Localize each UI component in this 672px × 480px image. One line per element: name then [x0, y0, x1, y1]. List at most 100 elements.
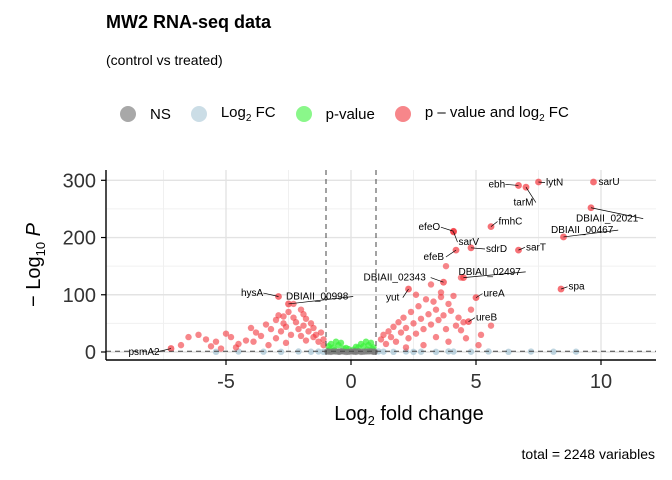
point-fc-p	[382, 340, 390, 348]
point-fc-p	[312, 331, 320, 339]
point-fc-p	[437, 289, 445, 296]
point-fc-p	[207, 343, 215, 350]
legend-marker	[394, 106, 411, 122]
point-ns	[336, 348, 343, 355]
point-fc-p	[202, 336, 210, 343]
point-fc-p	[242, 337, 250, 344]
point-fc	[277, 348, 285, 356]
point-fc-p	[410, 320, 417, 327]
point-fc-p	[427, 281, 435, 288]
y-tick-label: 100	[63, 285, 96, 307]
x-tick-label: 5	[470, 371, 481, 393]
gene-label-dbiaii_00998: DBIAII_00998	[286, 291, 349, 302]
x-tick-label: -5	[217, 371, 235, 393]
point-fc-p	[437, 293, 445, 301]
point-fc-p	[300, 322, 307, 329]
point-fc	[432, 348, 440, 356]
label-connector	[463, 271, 526, 278]
gene-label-sdrd: sdrD	[486, 244, 507, 255]
legend-label: NS	[150, 105, 171, 123]
legend-marker	[190, 106, 207, 122]
point-fc-p	[295, 325, 302, 333]
legend-item-ns: NS	[120, 106, 171, 123]
point-fc	[212, 348, 220, 356]
point-fc-p	[445, 300, 452, 308]
x-axis-title: Log2 fold change	[334, 403, 484, 428]
point-fc-p	[390, 323, 397, 331]
point-fc-p	[420, 325, 427, 333]
legend-item-fc_p: p – value and log2 FC	[394, 104, 569, 124]
point-fc-p	[305, 328, 312, 335]
point-fc-p	[300, 311, 307, 318]
label-connector	[475, 293, 483, 298]
label-connector	[430, 277, 444, 283]
point-fc-p	[282, 339, 290, 347]
point-fc	[307, 348, 315, 355]
point-ns	[362, 348, 370, 355]
gene-label-psma2: psmA2	[129, 347, 161, 358]
point-fc-p	[262, 321, 270, 328]
y-tick-label: 300	[63, 170, 96, 192]
point-fc-p	[232, 344, 240, 351]
point-fc-p	[310, 324, 317, 332]
legend-label: p – value and log2 FC	[424, 104, 569, 124]
point-fc	[450, 348, 457, 355]
gene-label-spa: spa	[569, 282, 586, 293]
point-fc-p	[442, 262, 450, 270]
label-connector	[505, 183, 519, 186]
point-fmhc	[487, 223, 495, 231]
gene-label-efeb: efeB	[424, 252, 445, 263]
point-fc-p	[432, 333, 440, 341]
label-connector	[563, 229, 619, 238]
point-fc-p	[450, 292, 457, 300]
point-fc-p	[250, 338, 257, 345]
legend-item-fc: Log2 FC	[190, 104, 276, 124]
label-connector	[518, 246, 526, 251]
point-fc-p	[195, 331, 202, 339]
point-fc-p	[222, 330, 230, 337]
label-connector	[468, 317, 476, 322]
point-fc-p	[392, 338, 400, 345]
label-connector	[470, 247, 486, 250]
point-fc-p	[402, 344, 410, 351]
point-fc-p	[487, 322, 495, 329]
legend-marker	[120, 106, 136, 122]
point-fc-p	[462, 335, 470, 342]
point-fc-p	[427, 321, 435, 328]
point-fc-p	[397, 329, 405, 336]
point-fc-p	[257, 332, 265, 340]
point-fc-p	[422, 296, 430, 303]
label-connector	[156, 348, 172, 353]
label-connector	[288, 296, 354, 305]
gene-label-sarv: sarV	[459, 237, 480, 248]
point-fc-p	[275, 312, 282, 319]
point-ns	[351, 348, 358, 355]
point-fc-p	[417, 315, 425, 322]
point-fc-p	[282, 323, 290, 331]
point-p	[337, 339, 345, 347]
legend-marker	[295, 106, 312, 122]
gene-label-saru: sarU	[599, 177, 620, 188]
point-fc-p	[185, 333, 192, 341]
point-fc-p	[287, 331, 295, 339]
point-fc-p	[315, 338, 322, 345]
gene-label-efeo: efeO	[419, 222, 441, 233]
point-fc	[550, 348, 557, 355]
gene-label-hysa: hysA	[241, 288, 264, 299]
point-fc-p	[272, 335, 280, 342]
gene-label-tarm: tarM	[514, 198, 534, 209]
legend-label: Log2 FC	[220, 104, 276, 124]
point-fc-p	[407, 308, 415, 316]
point-fc	[315, 348, 322, 355]
point-fc-p	[425, 311, 432, 318]
point-fc-p	[302, 337, 310, 344]
gene-label-dbiaii_00467: DBIAII_00467	[551, 225, 614, 236]
label-connector	[490, 221, 498, 227]
point-fc-p	[285, 308, 292, 316]
point-fc-p	[435, 316, 442, 324]
point-fc	[380, 348, 387, 355]
gene-label-dbiaii_02343: DBIAII_02343	[364, 273, 427, 284]
point-fc-p	[475, 341, 482, 349]
chart-legend: NS Log2 FC p-value p – value and log2 FC	[120, 101, 589, 127]
